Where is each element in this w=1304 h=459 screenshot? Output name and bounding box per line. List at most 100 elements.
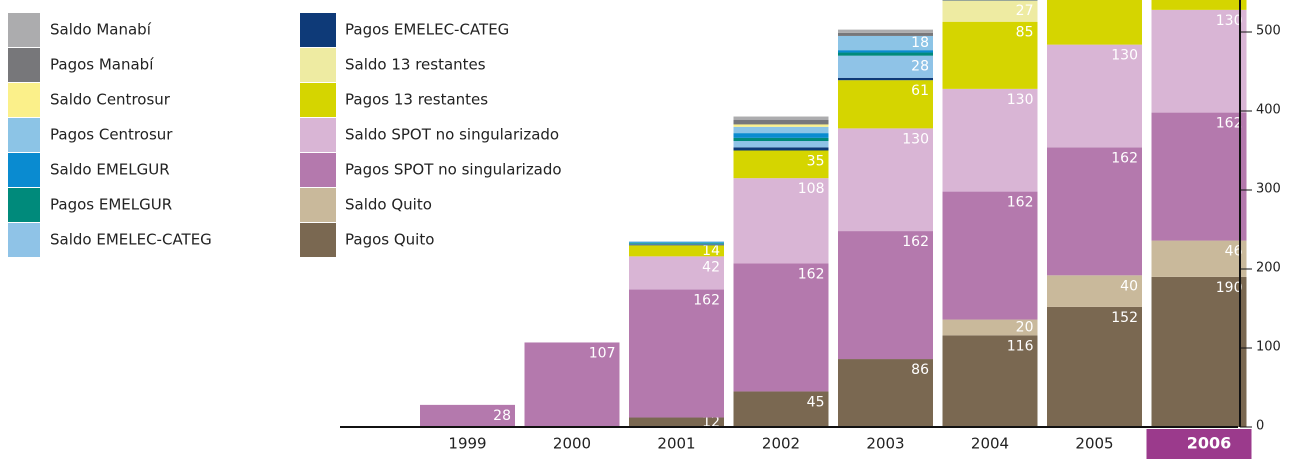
value-label: 162: [798, 266, 825, 282]
legend-label: Saldo 13 restantes: [345, 56, 486, 74]
y-tick-label: 500: [1256, 23, 1281, 38]
legend-label: Saldo EMELEC-CATEG: [50, 231, 212, 249]
value-label: 28: [493, 408, 511, 424]
bar-segment: [629, 243, 724, 245]
bar-segment: [838, 29, 933, 33]
legend-swatch: [300, 83, 336, 117]
x-tick-label: 2005: [1075, 435, 1113, 453]
legend-label: Saldo SPOT no singularizado: [345, 126, 559, 144]
bar-segment: [629, 417, 724, 427]
bar-segment: [1151, 240, 1247, 277]
bar-segment: [629, 242, 724, 244]
value-label: 45: [807, 394, 825, 410]
value-label: 130: [1007, 92, 1034, 108]
bar-segment: [733, 141, 829, 148]
bar-segment: [733, 133, 829, 138]
legend-swatch: [8, 223, 40, 257]
bar-segment: [838, 359, 933, 427]
legend-swatch: [8, 153, 40, 187]
bar-segment: [420, 404, 515, 427]
x-tick-label: 2006: [1187, 434, 1232, 453]
bar-segment: [629, 242, 724, 243]
bar-segment: [838, 55, 933, 78]
y-tick-label: 200: [1256, 260, 1281, 275]
bar-segment: [629, 241, 724, 243]
value-label: 130: [1216, 13, 1243, 29]
x-tick-label: 1999: [448, 435, 486, 453]
value-label: 12: [702, 414, 720, 430]
bar-segment: [629, 256, 724, 290]
bar-segment: [733, 126, 829, 134]
legend-swatch: [8, 48, 40, 82]
bar-segment: [838, 231, 933, 360]
y-tick-label: 400: [1256, 102, 1281, 117]
bar-segment: [942, 88, 1038, 192]
legend-swatch: [300, 223, 336, 257]
bar-segment: [629, 245, 724, 257]
bar-segment: [733, 124, 829, 127]
highlight-box: [1146, 429, 1252, 459]
y-tick-label: 100: [1256, 339, 1281, 354]
legend-swatch: [300, 13, 336, 47]
legend-label: Saldo Manabí: [50, 21, 152, 39]
bar-segment: [838, 77, 933, 81]
bar-segment: [838, 35, 933, 51]
x-tick-label: 2003: [866, 435, 904, 453]
x-tick-label: 2001: [657, 435, 695, 453]
legend-label: Pagos Centrosur: [50, 126, 173, 144]
x-tick-label: 2002: [762, 435, 800, 453]
value-label: 85: [1016, 25, 1034, 41]
bar-segment: [733, 391, 829, 427]
bar-segment: [1151, 0, 1247, 10]
bar-segment: [733, 178, 829, 264]
legend-swatch: [8, 188, 40, 222]
bar-segment: [942, 191, 1038, 320]
legend-swatch: [8, 118, 40, 152]
bar-segment: [1047, 147, 1142, 276]
value-label: 86: [911, 362, 929, 378]
value-label: 162: [1007, 195, 1034, 211]
legend-swatch: [300, 118, 336, 152]
value-label: 107: [589, 345, 616, 361]
value-label: 40: [1120, 278, 1138, 294]
value-label: 14: [702, 243, 720, 259]
y-tick-label: 0: [1256, 419, 1264, 434]
bar-segment: [1047, 44, 1142, 148]
value-label: 28: [911, 59, 929, 75]
value-label: 130: [902, 131, 929, 147]
bar-segment: [629, 289, 724, 418]
bar-segment: [733, 116, 829, 120]
bar-segment: [1047, 306, 1142, 427]
legend-label: Saldo Centrosur: [50, 91, 171, 109]
bar-segment: [733, 137, 829, 142]
bar-segment: [942, 335, 1038, 427]
value-label: 35: [807, 153, 825, 169]
value-label: 42: [702, 259, 720, 275]
bar-segment: [733, 150, 829, 179]
bar-segment: [838, 32, 933, 36]
legend-swatch: [300, 188, 336, 222]
legend-label: Saldo Quito: [345, 196, 432, 214]
bar-segment: [1047, 275, 1142, 307]
legend-label: Pagos SPOT no singularizado: [345, 161, 562, 179]
legend-label: Saldo EMELGUR: [50, 161, 170, 179]
value-label: 152: [1111, 310, 1138, 326]
legend-label: Pagos EMELGUR: [50, 196, 172, 214]
value-label: 20: [1016, 319, 1034, 335]
legend-label: Pagos Quito: [345, 231, 434, 249]
legend-swatch: [8, 83, 40, 117]
x-tick-label: 2004: [971, 435, 1009, 453]
value-label: 162: [1111, 150, 1138, 166]
bar-segment: [838, 50, 933, 53]
bar-segment: [524, 342, 620, 427]
legend-label: Pagos 13 restantes: [345, 91, 488, 109]
bar-segment: [838, 80, 933, 129]
legend-label: Pagos Manabí: [50, 56, 154, 74]
bar-segment: [1047, 0, 1142, 45]
bar-segment: [838, 52, 933, 56]
legend-swatch: [8, 13, 40, 47]
x-tick-label: 2000: [553, 435, 591, 453]
value-label: 46: [1225, 244, 1243, 260]
value-label: 61: [911, 83, 929, 99]
